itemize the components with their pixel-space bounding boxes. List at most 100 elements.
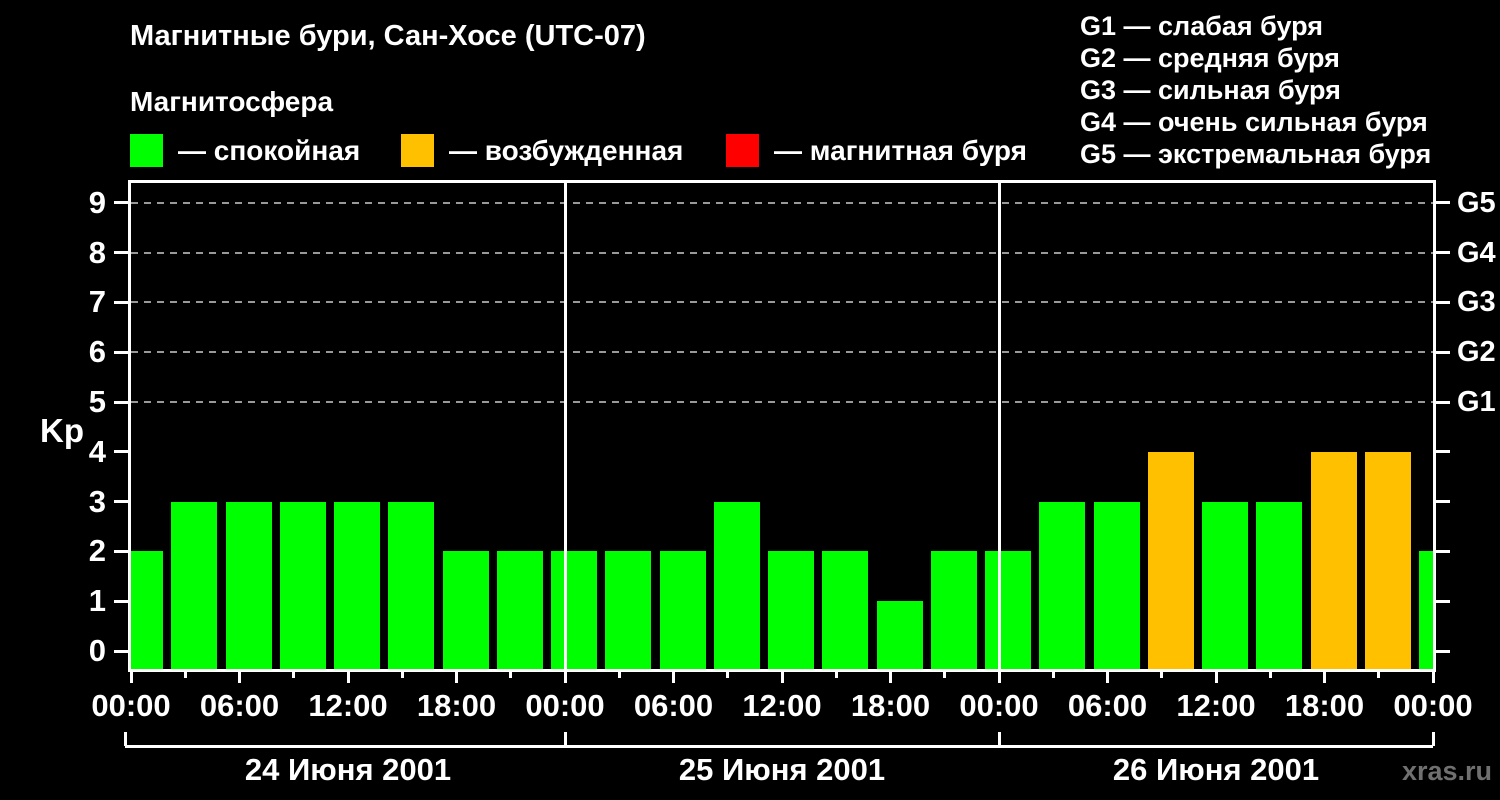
x-axis-label: 18:00 xyxy=(416,688,497,723)
y-axis-title: Kp xyxy=(40,412,84,449)
y-axis-tick-right xyxy=(1436,300,1450,304)
chart-subtitle: Магнитосфера xyxy=(130,86,334,117)
y-axis-label: 4 xyxy=(88,433,106,469)
kp-bar xyxy=(551,551,597,669)
y-axis-tick xyxy=(114,300,128,304)
kp-bar xyxy=(876,601,923,669)
x-axis-tick xyxy=(780,669,784,683)
day-separator-line xyxy=(563,183,567,669)
x-axis-tick xyxy=(346,669,350,683)
gridline-kp-7 xyxy=(131,301,1433,304)
y-axis-tick-right xyxy=(1436,500,1450,504)
watermark: xras.ru xyxy=(1401,756,1492,786)
kp-bar xyxy=(659,551,706,669)
x-axis-tick xyxy=(1268,669,1272,678)
x-axis-label: 00:00 xyxy=(91,688,171,723)
y-axis-tick xyxy=(114,649,128,653)
kp-bar xyxy=(605,551,652,669)
y-axis-label: 7 xyxy=(88,284,106,320)
legend-item-excited: — возбужденная xyxy=(401,133,683,168)
y-axis-tick xyxy=(114,251,128,255)
x-axis-tick xyxy=(834,669,838,678)
date-bracket-tick xyxy=(123,732,127,746)
y-axis-tick-right xyxy=(1436,201,1450,205)
kp-bar xyxy=(1310,451,1357,669)
y-axis-tick-right xyxy=(1436,450,1450,454)
x-axis-tick xyxy=(1106,669,1109,683)
x-axis-tick xyxy=(509,669,513,678)
y-axis-label: 6 xyxy=(88,334,106,370)
y-axis-tick-right xyxy=(1436,649,1450,653)
y-axis-tick-right xyxy=(1436,350,1450,354)
kp-bar xyxy=(1364,451,1411,669)
y-axis-tick-right xyxy=(1436,400,1450,404)
legend-item-quiet: — спокойная xyxy=(130,133,360,168)
y-axis-tick xyxy=(114,400,128,404)
x-axis-label: 00:00 xyxy=(1393,688,1473,723)
right-axis-label-g5: G5 xyxy=(1457,186,1496,219)
kp-bar xyxy=(1256,501,1303,669)
x-axis-tick xyxy=(455,669,458,683)
legend-swatch-quiet xyxy=(130,134,163,167)
gridline-kp-5 xyxy=(131,401,1433,403)
date-label: 26 Июня 2001 xyxy=(1112,752,1320,787)
y-axis-label: 5 xyxy=(88,384,106,419)
x-axis-tick xyxy=(1323,669,1326,683)
storm-scale-line: G4 — очень сильная буря xyxy=(1080,107,1428,137)
date-bracket-tick xyxy=(1431,732,1435,746)
y-axis-tick-right xyxy=(1436,251,1450,255)
y-axis-label: 8 xyxy=(88,234,106,270)
x-axis-label: 12:00 xyxy=(742,688,822,723)
y-axis-label: 2 xyxy=(88,533,106,569)
x-axis-tick xyxy=(183,669,187,678)
kp-bar xyxy=(334,501,380,669)
right-axis-label-g3: G3 xyxy=(1457,286,1496,319)
right-axis-label-g1: G1 xyxy=(1457,386,1496,418)
right-axis-label-g2: G2 xyxy=(1457,336,1496,369)
kp-bar xyxy=(225,501,272,669)
storm-scale-legend: G1 — слабая буря G2 — средняя буря G3 — си… xyxy=(1080,10,1431,170)
x-axis-label: 06:00 xyxy=(633,688,714,723)
legend-item-label: — возбужденная xyxy=(449,134,684,166)
x-axis-tick xyxy=(997,669,1001,683)
kp-bar xyxy=(388,501,435,669)
kp-bar xyxy=(496,551,543,669)
kp-bar xyxy=(822,551,869,669)
storm-scale-line: G5 — экстремальная буря xyxy=(1080,139,1432,169)
x-axis-tick xyxy=(1377,669,1381,678)
x-axis-label: 12:00 xyxy=(308,688,388,723)
kp-bar xyxy=(1419,551,1433,669)
kp-bar xyxy=(131,551,163,669)
y-axis-tick xyxy=(114,599,128,603)
kp-bar xyxy=(768,551,814,669)
x-axis-tick xyxy=(617,669,621,678)
y-axis-tick xyxy=(114,500,128,504)
kp-bar xyxy=(171,501,218,669)
storm-scale-line: G3 — сильная буря xyxy=(1080,75,1341,105)
x-axis-tick xyxy=(129,669,133,683)
gridline-kp-6 xyxy=(131,351,1433,354)
x-axis-label: 12:00 xyxy=(1176,688,1256,723)
right-axis-label-g4: G4 xyxy=(1457,236,1496,269)
kp-bar xyxy=(985,551,1031,669)
legend-swatch-storm xyxy=(726,134,759,167)
kp-bar xyxy=(1202,501,1248,669)
chart-title: Магнитные бури, Сан-Хосе (UTC-07) xyxy=(130,20,646,52)
x-axis-tick xyxy=(943,669,947,678)
kp-bar xyxy=(1093,501,1140,669)
y-axis-label: 0 xyxy=(88,633,106,668)
x-axis-tick xyxy=(238,669,241,683)
date-label: 24 Июня 2001 xyxy=(244,752,452,787)
x-axis-label: 06:00 xyxy=(199,688,280,723)
storm-scale-line: G2 — средняя буря xyxy=(1080,43,1340,73)
x-axis-tick xyxy=(292,669,296,678)
x-axis-tick xyxy=(563,669,567,683)
x-axis-label: 06:00 xyxy=(1067,688,1148,723)
x-axis-label: 00:00 xyxy=(959,688,1039,723)
y-axis-label: 3 xyxy=(88,483,106,519)
legend-swatch-excited xyxy=(401,134,434,167)
legend-item-label: — спокойная xyxy=(178,134,361,166)
gridline-kp-8 xyxy=(131,251,1433,254)
day-separator-line xyxy=(997,183,1001,669)
date-bracket-tick xyxy=(563,732,567,746)
